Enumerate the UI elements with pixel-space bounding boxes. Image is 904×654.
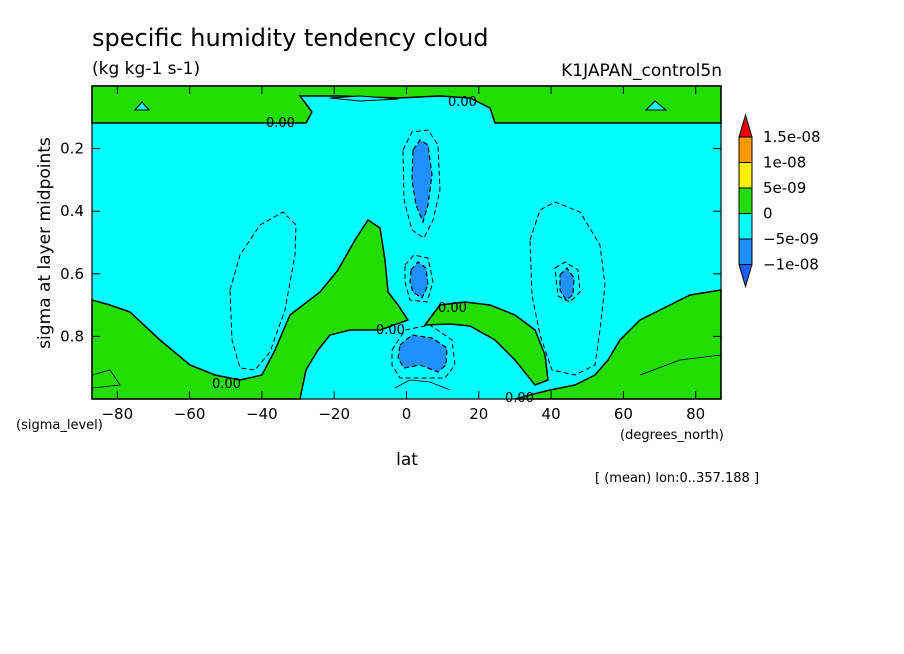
x-tick-label: 60 [614, 405, 633, 423]
x-tick-label: −20 [318, 405, 350, 423]
y-axis: 0.2 0.4 0.6 0.8 [60, 140, 721, 345]
chart-title: specific humidity tendency cloud [92, 24, 489, 52]
x-axis: −80 −60 −40 −20 0 20 40 60 80 [101, 86, 705, 423]
negative-cell-mid [409, 261, 429, 299]
contour-hole-right [644, 100, 668, 111]
x-tick-label: −80 [101, 405, 133, 423]
y-axis-label: sigma at layer midpoints [35, 137, 55, 349]
averaging-note: [ (mean) lon:0..357.188 ] [595, 471, 759, 486]
contour-label-4: 0.00 [212, 377, 241, 392]
colorbar-top-arrow [738, 113, 753, 138]
y-tick-label: 0.6 [60, 265, 84, 283]
colorbar-segment [738, 187, 753, 214]
negative-cell-right [559, 267, 575, 301]
contour-hole-left [133, 101, 151, 111]
colorbar-segment [738, 213, 753, 240]
colorbar-label: 1.5e-08 [763, 128, 821, 146]
contour-positive-top [91, 85, 722, 124]
colorbar-segment [738, 162, 753, 189]
x-tick-label: −60 [174, 405, 206, 423]
x-tick-label: 40 [542, 405, 561, 423]
colorbar-label: 0 [763, 205, 773, 223]
y-tick-label: 0.4 [60, 202, 84, 220]
dashed-contours [229, 129, 606, 379]
colorbar: 1.5e-08 1e-08 5e-09 0 −5e-09 −1e-08 [738, 113, 821, 289]
colorbar-label: 1e-08 [763, 154, 806, 172]
contour-label-0: 0.00 [266, 116, 295, 131]
contour-positive-center [423, 301, 549, 386]
x-axis-name: (sigma_level) [16, 418, 103, 433]
y-tick-label: 0.2 [60, 140, 84, 158]
x-tick-label: −40 [246, 405, 278, 423]
chart-units: (kg kg-1 s-1) [92, 59, 200, 79]
negative-cell-lower [397, 334, 448, 373]
contour-hole-top-mid [329, 95, 399, 102]
x-tick-label: 20 [469, 405, 488, 423]
y-tick-label: 0.8 [60, 327, 84, 345]
x-tick-label: 0 [402, 405, 412, 423]
contour-label-2: 0.00 [438, 301, 467, 316]
x-axis-label: lat [396, 450, 418, 470]
contour-label-3: 0.00 [376, 323, 405, 338]
colorbar-segment [738, 238, 753, 265]
colorbar-label: −1e-08 [763, 256, 819, 274]
colorbar-label: −5e-09 [763, 230, 819, 248]
x-tick-label: 80 [686, 405, 705, 423]
dataset-name: K1JAPAN_control5n [561, 61, 722, 81]
negative-cell-upper [411, 139, 433, 224]
contour-positive-lower-left [91, 218, 410, 400]
x-axis-units: (degrees_north) [620, 428, 724, 443]
colorbar-segment [738, 136, 753, 163]
colorbar-label: 5e-09 [763, 179, 806, 197]
thin-contours [91, 354, 722, 391]
colorbar-bottom-arrow [738, 264, 753, 289]
contour-label-1: 0.00 [448, 95, 477, 110]
